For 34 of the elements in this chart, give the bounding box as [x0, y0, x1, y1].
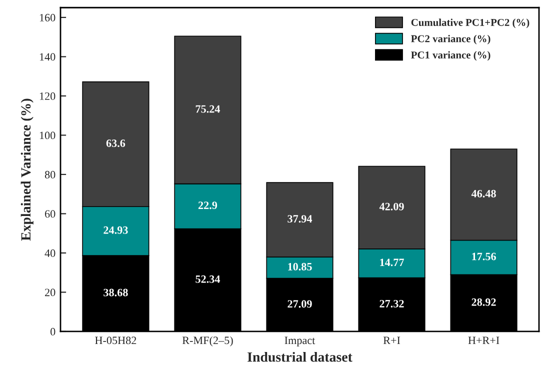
legend-label: PC2 variance (%) — [411, 34, 490, 44]
data-label: 17.56 — [472, 252, 496, 260]
y-tick-label: 80 — [44, 170, 56, 178]
data-label: 22.9 — [198, 202, 218, 210]
data-label: 75.24 — [196, 105, 220, 113]
data-label: 38.68 — [104, 288, 128, 296]
y-tick-label: 40 — [44, 249, 56, 257]
data-label: 46.48 — [471, 190, 496, 198]
y-tick-label: 160 — [40, 14, 56, 22]
data-label: 63.6 — [106, 140, 126, 148]
legend-label: PC1 variance (%) — [411, 51, 490, 61]
y-tick-label: 20 — [45, 288, 56, 296]
x-tick-label: R+I — [383, 336, 400, 344]
x-tick-label: Impact — [284, 336, 316, 346]
legend-label: Cumulative PC1+PC2 (%) — [411, 18, 530, 28]
data-label: 42.09 — [379, 202, 404, 210]
data-label: 14.77 — [380, 258, 404, 266]
x-tick-label: H-05H82 — [95, 336, 136, 344]
x-axis-title: Industrial dataset — [248, 352, 352, 362]
data-label: 28.92 — [472, 298, 496, 306]
x-tick-label: R-MF(2–5) — [182, 336, 233, 346]
data-label: 52.34 — [196, 275, 220, 283]
y-tick-label: 0 — [50, 328, 56, 336]
data-label: 37.94 — [288, 215, 312, 223]
data-label: 24.93 — [104, 226, 128, 234]
y-tick-label: 120 — [40, 92, 56, 100]
y-tick-label: 100 — [40, 132, 56, 140]
data-label: 27.09 — [288, 300, 312, 308]
x-tick-label: H+R+I — [468, 336, 500, 344]
y-tick-label: 60 — [45, 210, 56, 218]
y-tick-label: 140 — [40, 53, 56, 61]
data-label: 10.85 — [288, 262, 312, 270]
y-axis-title: Explained Variance (%) — [20, 98, 34, 241]
data-label: 27.32 — [380, 300, 404, 308]
